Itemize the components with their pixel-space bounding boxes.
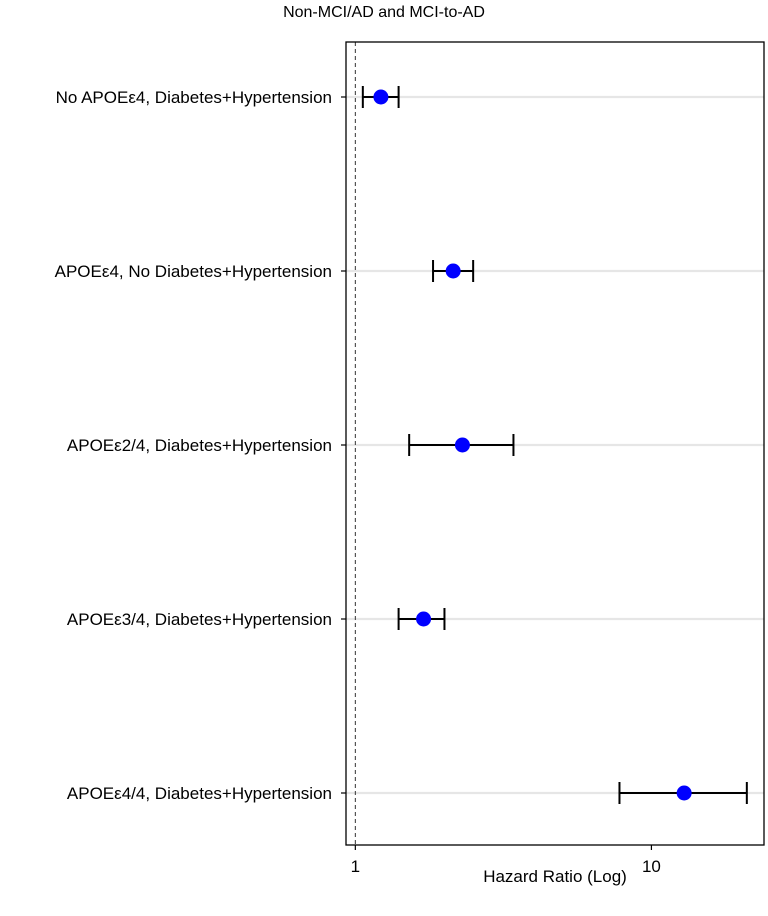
category-label: APOEε4/4, Diabetes+Hypertension [67,784,332,803]
category-label: No APOEε4, Diabetes+Hypertension [56,88,332,107]
hazard-ratio-point [373,89,389,105]
x-axis-ticks: 1 10 [351,845,661,876]
category-label: APOEε2/4, Diabetes+Hypertension [67,436,332,455]
x-tick-label: 10 [642,857,661,876]
data-marks [361,86,748,804]
category-label: APOEε4, No Diabetes+Hypertension [55,262,332,281]
hazard-ratio-point [416,611,432,627]
chart-title: Non-MCI/AD and MCI-to-AD [283,4,485,21]
hazard-ratio-point [676,785,692,801]
x-axis-label: Hazard Ratio (Log) [483,867,627,886]
x-tick-label: 1 [351,857,360,876]
plot-frame [345,41,765,846]
hazard-ratio-point [445,263,461,279]
hazard-ratio-point [454,437,470,453]
category-labels: No APOEε4, Diabetes+Hypertension APOEε4, … [55,88,346,803]
category-label: APOEε3/4, Diabetes+Hypertension [67,610,332,629]
